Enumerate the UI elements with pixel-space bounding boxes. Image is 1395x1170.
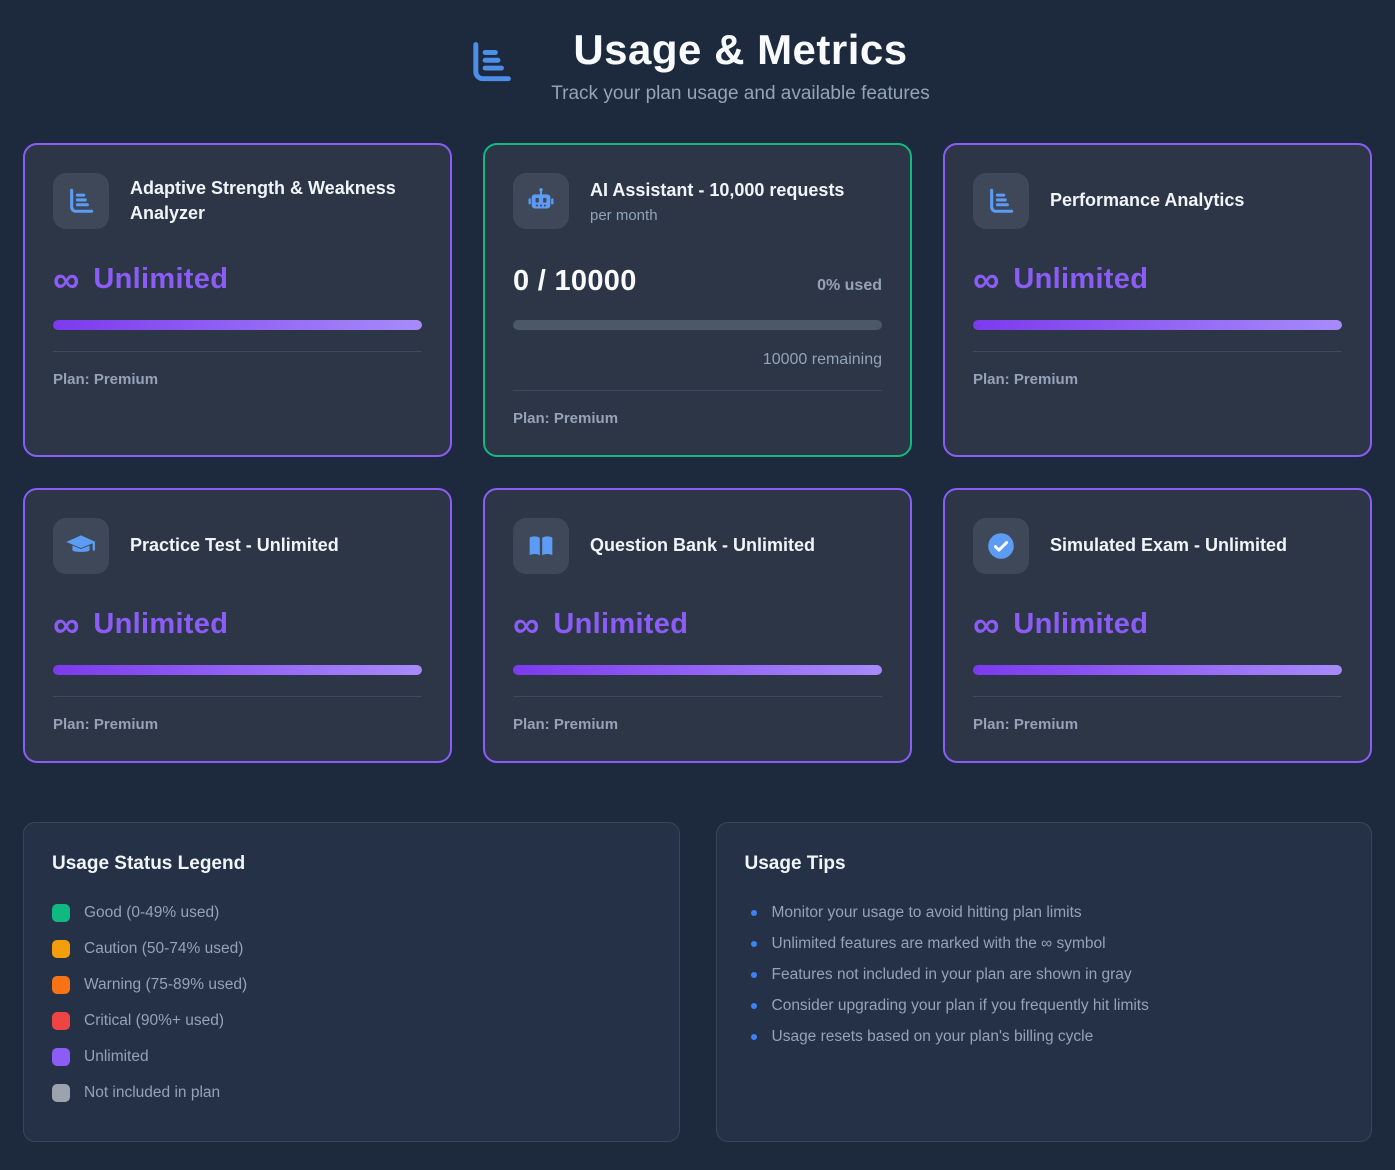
unlimited-label: Unlimited xyxy=(1013,263,1149,295)
tips-title: Usage Tips xyxy=(744,853,846,874)
bullet-icon xyxy=(750,1033,757,1040)
page-header: Usage & Metrics Track your plan usage an… xyxy=(0,0,1395,105)
divider xyxy=(53,696,422,697)
progress-bar xyxy=(973,320,1342,330)
usage-tips-panel: Usage Tips Monitor your usage to avoid h… xyxy=(715,822,1372,1142)
infinity-icon: ∞ xyxy=(513,604,540,645)
feature-card-question-bank: Question Bank - Unlimited ∞ Unlimited Pl… xyxy=(483,488,912,763)
check-circle-icon xyxy=(973,518,1029,574)
page-subtitle: Track your plan usage and available feat… xyxy=(551,83,930,104)
progress-bar-fill xyxy=(973,665,1342,675)
bar-chart-icon xyxy=(465,36,517,88)
card-subtitle: per month xyxy=(590,207,658,225)
feature-card-simulated-exam: Simulated Exam - Unlimited ∞ Unlimited P… xyxy=(943,488,1372,763)
legend-item-warning: Warning (75-89% used) xyxy=(52,967,651,1003)
legend-title: Usage Status Legend xyxy=(52,853,246,874)
feature-card-practice-test: Practice Test - Unlimited ∞ Unlimited Pl… xyxy=(23,488,452,763)
infinity-icon: ∞ xyxy=(973,604,1000,645)
unlimited-label: Unlimited xyxy=(1013,608,1149,640)
legend-item-caution: Caution (50-74% used) xyxy=(52,931,651,967)
divider xyxy=(973,696,1342,697)
unlimited-label: Unlimited xyxy=(93,608,229,640)
bullet-icon xyxy=(750,1002,757,1009)
legend-list: Good (0-49% used) Caution (50-74% used) … xyxy=(52,895,651,1111)
plan-label: Plan: Premium xyxy=(973,371,1079,388)
usage-count: 0 / 10000 xyxy=(513,265,637,297)
bullet-icon xyxy=(750,971,757,978)
infinity-icon: ∞ xyxy=(53,259,80,300)
card-title: Adaptive Strength & Weakness Analyzer xyxy=(130,177,396,223)
divider xyxy=(53,351,422,352)
legend-swatch-caution xyxy=(52,940,70,958)
unlimited-label: Unlimited xyxy=(93,263,229,295)
tip-item: Unlimited features are marked with the ∞… xyxy=(745,928,1344,959)
legend-item-critical: Critical (90%+ used) xyxy=(52,1003,651,1039)
divider xyxy=(513,390,882,391)
robot-icon xyxy=(513,173,569,229)
feature-card-ai-assistant: AI Assistant - 10,000 requests per month… xyxy=(483,143,912,457)
tip-item: Monitor your usage to avoid hitting plan… xyxy=(745,897,1344,928)
bar-chart-icon xyxy=(53,173,109,229)
progress-bar xyxy=(513,665,882,675)
tips-list: Monitor your usage to avoid hitting plan… xyxy=(745,897,1344,1052)
plan-label: Plan: Premium xyxy=(513,410,619,427)
card-title: AI Assistant - 10,000 requests xyxy=(590,179,845,200)
bullet-icon xyxy=(750,909,757,916)
feature-card-adaptive-analyzer: Adaptive Strength & Weakness Analyzer ∞ … xyxy=(23,143,452,457)
legend-swatch-not-included xyxy=(52,1084,70,1102)
plan-label: Plan: Premium xyxy=(513,716,619,733)
card-grid-row-2: Practice Test - Unlimited ∞ Unlimited Pl… xyxy=(0,488,1395,763)
divider xyxy=(513,696,882,697)
remaining-label: 10000 remaining xyxy=(762,351,882,368)
card-title: Practice Test - Unlimited xyxy=(130,535,339,556)
bottom-panels: Usage Status Legend Good (0-49% used) Ca… xyxy=(0,822,1395,1142)
progress-bar xyxy=(53,320,422,330)
legend-swatch-unlimited xyxy=(52,1048,70,1066)
bullet-icon xyxy=(750,940,757,947)
page-title: Usage & Metrics xyxy=(573,26,908,73)
legend-swatch-critical xyxy=(52,1012,70,1030)
usage-status-legend-panel: Usage Status Legend Good (0-49% used) Ca… xyxy=(23,822,680,1142)
progress-bar xyxy=(513,320,882,330)
card-title: Simulated Exam - Unlimited xyxy=(1050,535,1288,556)
unlimited-label: Unlimited xyxy=(553,608,689,640)
progress-bar-fill xyxy=(973,320,1342,330)
legend-swatch-warning xyxy=(52,976,70,994)
progress-bar xyxy=(973,665,1342,675)
infinity-icon: ∞ xyxy=(973,259,1000,300)
plan-label: Plan: Premium xyxy=(53,716,159,733)
legend-item-good: Good (0-49% used) xyxy=(52,895,651,931)
infinity-icon: ∞ xyxy=(53,604,80,645)
card-grid-row-1: Adaptive Strength & Weakness Analyzer ∞ … xyxy=(0,143,1395,457)
feature-card-performance-analytics: Performance Analytics ∞ Unlimited Plan: … xyxy=(943,143,1372,457)
tip-item: Features not included in your plan are s… xyxy=(745,959,1344,990)
card-title: Question Bank - Unlimited xyxy=(590,535,816,556)
legend-swatch-good xyxy=(52,904,70,922)
usage-percent-label: 0% used xyxy=(817,277,882,294)
tip-item: Usage resets based on your plan's billin… xyxy=(745,1021,1344,1052)
legend-item-unlimited: Unlimited xyxy=(52,1039,651,1075)
progress-bar-fill xyxy=(53,320,422,330)
progress-bar-fill xyxy=(513,665,882,675)
plan-label: Plan: Premium xyxy=(53,371,159,388)
plan-label: Plan: Premium xyxy=(973,716,1079,733)
open-book-icon xyxy=(513,518,569,574)
bar-chart-icon xyxy=(973,173,1029,229)
legend-item-not-included: Not included in plan xyxy=(52,1075,651,1111)
card-title: Performance Analytics xyxy=(1050,190,1245,211)
graduation-cap-icon xyxy=(53,518,109,574)
progress-bar-fill xyxy=(53,665,422,675)
progress-bar xyxy=(53,665,422,675)
tip-item: Consider upgrading your plan if you freq… xyxy=(745,990,1344,1021)
divider xyxy=(973,351,1342,352)
